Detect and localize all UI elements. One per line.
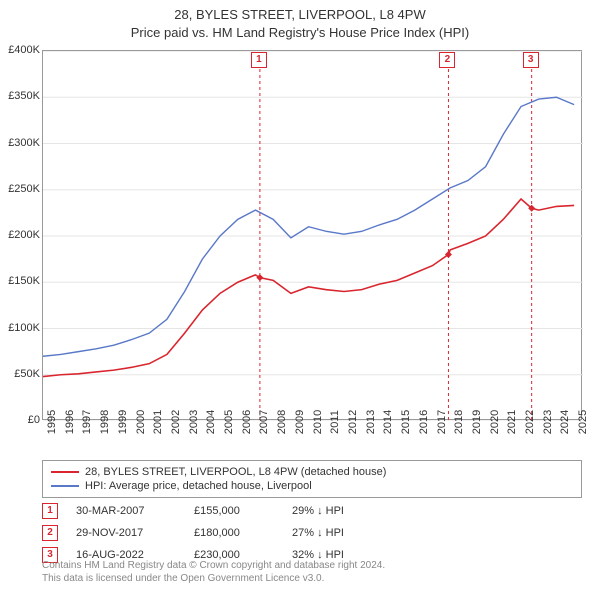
x-tick-label: 2008 (276, 410, 288, 434)
x-tick-label: 2021 (506, 410, 518, 434)
chart-svg (43, 51, 583, 421)
event-price: £180,000 (194, 527, 274, 539)
x-tick-label: 2001 (152, 410, 164, 434)
x-tick-label: 2015 (400, 410, 412, 434)
footer-line-2: This data is licensed under the Open Gov… (42, 573, 385, 586)
event-delta: 29% ↓ HPI (292, 505, 344, 517)
y-tick-label: £200K (2, 229, 40, 241)
event-price: £155,000 (194, 505, 274, 517)
x-tick-label: 2018 (453, 410, 465, 434)
y-tick-label: £0 (2, 414, 40, 426)
x-tick-label: 1996 (64, 410, 76, 434)
x-tick-label: 2006 (241, 410, 253, 434)
title-block: 28, BYLES STREET, LIVERPOOL, L8 4PW Pric… (0, 0, 600, 41)
event-number-box: 2 (42, 525, 58, 541)
y-tick-label: £350K (2, 90, 40, 102)
events-table: 1 30-MAR-2007 £155,000 29% ↓ HPI 2 29-NOV-201… (42, 500, 344, 566)
y-tick-label: £250K (2, 183, 40, 195)
x-tick-label: 2009 (294, 410, 306, 434)
event-date: 30-MAR-2007 (76, 505, 176, 517)
title-address: 28, BYLES STREET, LIVERPOOL, L8 4PW (0, 6, 600, 24)
x-tick-label: 2005 (223, 410, 235, 434)
x-tick-label: 1998 (99, 410, 111, 434)
x-tick-label: 1997 (81, 410, 93, 434)
x-tick-label: 2010 (312, 410, 324, 434)
legend: 28, BYLES STREET, LIVERPOOL, L8 4PW (det… (42, 460, 582, 498)
x-tick-label: 2013 (365, 410, 377, 434)
y-tick-label: £50K (2, 368, 40, 380)
x-tick-label: 2007 (258, 410, 270, 434)
event-marker-box: 2 (439, 52, 455, 68)
legend-swatch (51, 471, 79, 473)
event-date: 29-NOV-2017 (76, 527, 176, 539)
x-tick-label: 2004 (205, 410, 217, 434)
event-marker-box: 1 (251, 52, 267, 68)
event-number-box: 1 (42, 503, 58, 519)
event-row: 2 29-NOV-2017 £180,000 27% ↓ HPI (42, 522, 344, 544)
legend-swatch (51, 485, 79, 487)
legend-item: HPI: Average price, detached house, Live… (51, 479, 573, 493)
x-tick-label: 2017 (436, 410, 448, 434)
x-tick-label: 2020 (489, 410, 501, 434)
x-tick-label: 2012 (347, 410, 359, 434)
chart-plot-area (42, 50, 582, 420)
footer-line-1: Contains HM Land Registry data © Crown c… (42, 560, 385, 573)
chart-container: 28, BYLES STREET, LIVERPOOL, L8 4PW Pric… (0, 0, 600, 590)
attribution-footer: Contains HM Land Registry data © Crown c… (42, 560, 385, 585)
event-delta: 27% ↓ HPI (292, 527, 344, 539)
x-tick-label: 1999 (117, 410, 129, 434)
y-tick-label: £100K (2, 322, 40, 334)
legend-label: 28, BYLES STREET, LIVERPOOL, L8 4PW (det… (85, 466, 386, 478)
legend-label: HPI: Average price, detached house, Live… (85, 480, 312, 492)
x-tick-label: 2003 (188, 410, 200, 434)
x-tick-label: 2024 (559, 410, 571, 434)
x-tick-label: 2014 (382, 410, 394, 434)
event-row: 1 30-MAR-2007 £155,000 29% ↓ HPI (42, 500, 344, 522)
x-tick-label: 2002 (170, 410, 182, 434)
x-tick-label: 2000 (135, 410, 147, 434)
title-subtitle: Price paid vs. HM Land Registry's House … (0, 24, 600, 42)
event-marker-box: 3 (523, 52, 539, 68)
x-tick-label: 2025 (577, 410, 589, 434)
legend-item: 28, BYLES STREET, LIVERPOOL, L8 4PW (det… (51, 465, 573, 479)
x-tick-label: 2022 (524, 410, 536, 434)
x-tick-label: 1995 (46, 410, 58, 434)
x-tick-label: 2019 (471, 410, 483, 434)
x-tick-label: 2023 (542, 410, 554, 434)
y-tick-label: £150K (2, 275, 40, 287)
y-tick-label: £300K (2, 137, 40, 149)
x-tick-label: 2016 (418, 410, 430, 434)
x-tick-label: 2011 (329, 410, 341, 434)
y-tick-label: £400K (2, 44, 40, 56)
